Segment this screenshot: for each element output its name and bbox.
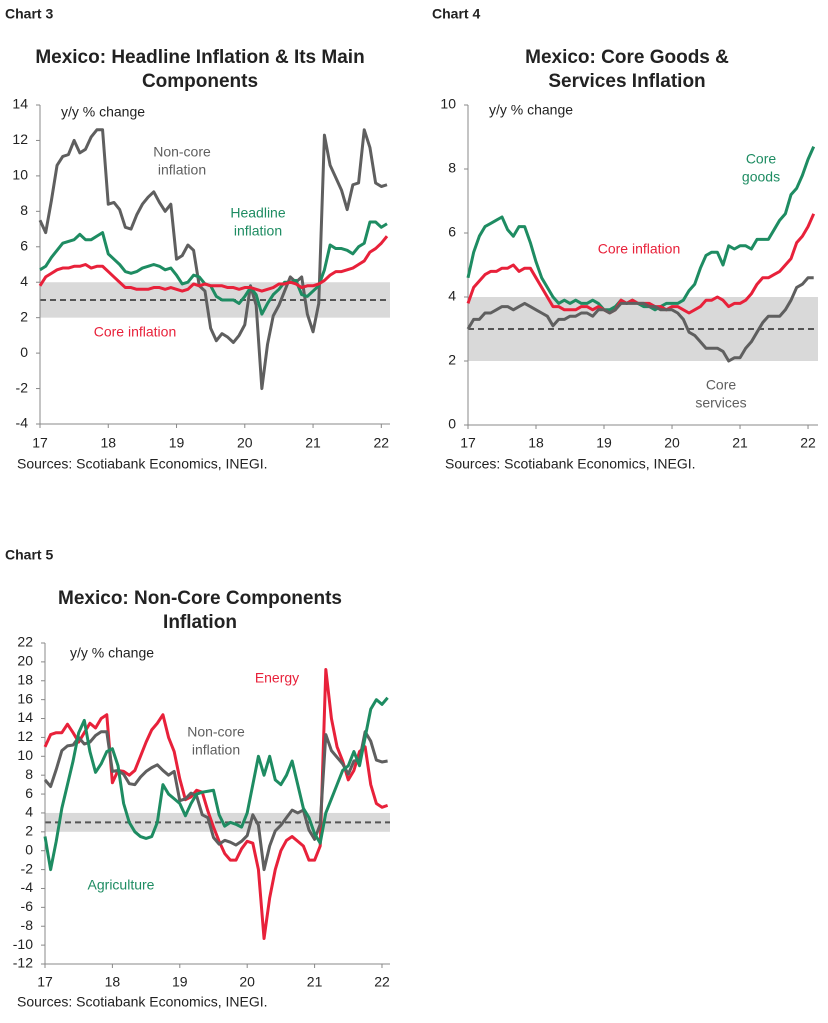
y-tick-label: 6	[20, 237, 28, 253]
x-tick-label: 22	[374, 435, 390, 451]
y-tick-label: 2	[448, 352, 456, 368]
series-line	[466, 276, 814, 363]
y-tick-label: 22	[17, 634, 33, 650]
chart-title: Mexico: Headline Inflation & Its Main	[35, 47, 364, 68]
y-tick-label: 6	[448, 224, 456, 240]
chart-title: Services Inflation	[548, 71, 705, 92]
series-line	[43, 730, 388, 872]
chart-label: Chart 5	[5, 547, 53, 563]
x-tick-label: 21	[732, 435, 748, 451]
x-tick-label: 19	[172, 974, 188, 990]
y-tick-label: 4	[20, 273, 28, 289]
y-tick-label: -4	[21, 879, 34, 895]
series-label: inflation	[158, 162, 206, 178]
y-tick-label: 0	[448, 416, 456, 432]
series-label: Core	[706, 377, 737, 393]
x-tick-label: 21	[307, 974, 323, 990]
x-tick-label: 19	[596, 435, 612, 451]
series-label: Non-core	[153, 144, 211, 160]
y-tick-label: -2	[16, 379, 29, 395]
y-tick-label: 14	[17, 709, 33, 725]
x-tick-label: 20	[239, 974, 255, 990]
y-tick-label: 10	[440, 96, 456, 112]
series-label: Core	[746, 151, 777, 167]
y-tick-label: -2	[21, 860, 34, 876]
y-axis-label: y/y % change	[70, 645, 154, 661]
x-tick-label: 18	[105, 974, 121, 990]
x-tick-label: 18	[100, 435, 116, 451]
series-line	[38, 128, 388, 391]
series-label: Agriculture	[88, 877, 155, 893]
y-tick-label: 12	[17, 728, 33, 744]
series-label: goods	[742, 169, 780, 185]
series-label: Headline	[230, 205, 285, 221]
y-tick-label: 10	[12, 167, 28, 183]
series-line	[43, 696, 389, 872]
x-tick-label: 22	[800, 435, 816, 451]
x-tick-label: 17	[460, 435, 476, 451]
y-tick-label: 4	[448, 288, 456, 304]
y-tick-label: 16	[17, 690, 33, 706]
x-tick-label: 21	[305, 435, 321, 451]
chart-title: Mexico: Core Goods &	[525, 47, 729, 68]
x-tick-label: 17	[37, 974, 53, 990]
y-tick-label: -10	[13, 936, 33, 952]
x-tick-label: 18	[528, 435, 544, 451]
chart: Chart 3 Mexico: Headline Inflation & Its …	[5, 6, 390, 472]
chart: Chart 5 Mexico: Non-Core Components Inflat…	[5, 547, 390, 1010]
y-tick-label: 8	[20, 202, 28, 218]
x-tick-label: 20	[664, 435, 680, 451]
series-line	[43, 667, 389, 941]
y-tick-label: 4	[25, 804, 33, 820]
y-tick-label: -6	[21, 898, 34, 914]
series-line	[39, 220, 388, 316]
y-axis-label: y/y % change	[61, 104, 145, 120]
series-label: inflation	[192, 742, 240, 758]
y-tick-label: 2	[20, 308, 28, 324]
chart-label: Chart 3	[5, 6, 53, 22]
source-note: Sources: Scotiabank Economics, INEGI.	[445, 456, 696, 472]
series-line	[466, 145, 816, 312]
y-tick-label: 0	[20, 344, 28, 360]
chart-label: Chart 4	[432, 6, 480, 22]
chart: Chart 4 Mexico: Core Goods & Services Infl…	[432, 6, 818, 472]
series-label: inflation	[234, 223, 282, 239]
y-tick-label: 18	[17, 671, 33, 687]
series-label: Energy	[255, 670, 299, 686]
series-line	[38, 235, 389, 293]
series-label: Core inflation	[94, 324, 177, 340]
chart-title: Mexico: Non-Core Components	[58, 588, 342, 609]
y-tick-label: 6	[25, 785, 33, 801]
x-tick-label: 19	[169, 435, 185, 451]
series-label: Non-core	[187, 724, 245, 740]
series-label: services	[695, 395, 746, 411]
chart-title: Components	[142, 71, 258, 92]
source-note: Sources: Scotiabank Economics, INEGI.	[17, 994, 268, 1010]
x-tick-label: 20	[237, 435, 253, 451]
y-tick-label: 0	[25, 841, 33, 857]
y-tick-label: 10	[17, 747, 33, 763]
y-tick-label: 2	[25, 823, 33, 839]
x-tick-label: 22	[374, 974, 390, 990]
y-tick-label: 12	[12, 131, 28, 147]
y-tick-label: 20	[17, 653, 33, 669]
y-axis-label: y/y % change	[489, 102, 573, 118]
source-note: Sources: Scotiabank Economics, INEGI.	[17, 456, 268, 472]
x-tick-label: 17	[32, 435, 48, 451]
y-tick-label: 8	[448, 160, 456, 176]
y-tick-label: -12	[13, 955, 33, 971]
y-tick-label: -8	[21, 917, 34, 933]
y-tick-label: 8	[25, 766, 33, 782]
y-tick-label: 14	[12, 96, 28, 112]
y-tick-label: -4	[16, 415, 29, 431]
chart-title: Inflation	[163, 612, 237, 633]
series-label: Core inflation	[598, 241, 681, 257]
